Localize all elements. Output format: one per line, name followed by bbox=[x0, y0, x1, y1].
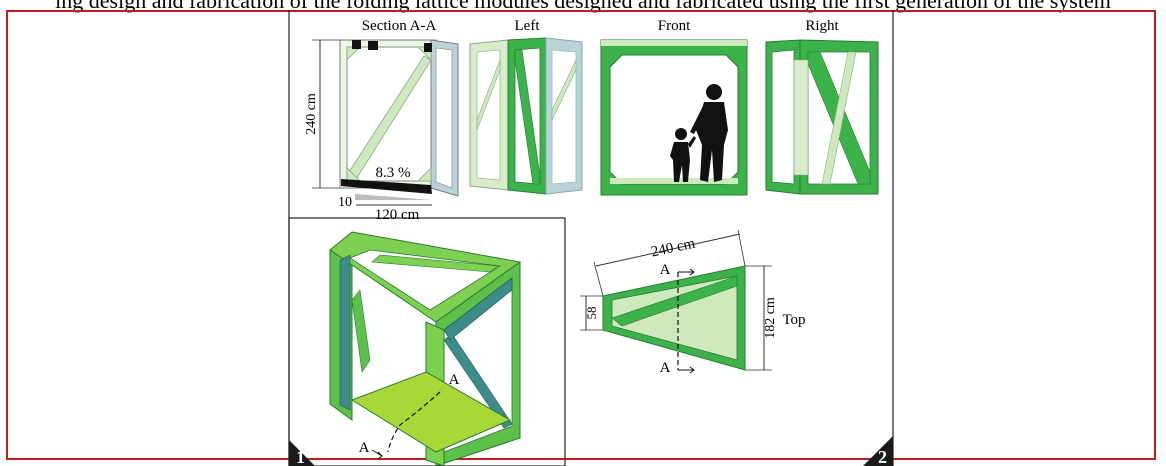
iso-marker-a1: A bbox=[449, 372, 460, 388]
iso-marker-a2: A bbox=[359, 440, 370, 456]
section-title: Section A-A bbox=[362, 18, 437, 34]
top-marker-a4: A bbox=[660, 360, 671, 376]
top-marker-a3: A bbox=[660, 262, 671, 278]
section-view: Section A-A 8.3 % 240 cm 10 120 cm bbox=[304, 18, 459, 223]
top-title: Top bbox=[782, 312, 805, 328]
offset-label: 10 bbox=[338, 195, 352, 210]
top-view: A A 240 cm 58 182 cm Top bbox=[580, 229, 806, 376]
badge-two-label: 2 bbox=[878, 447, 887, 466]
slope-label: 8.3 % bbox=[376, 165, 411, 181]
figure-frame bbox=[6, 10, 1156, 460]
right-title: Right bbox=[805, 18, 839, 34]
right-view: Right bbox=[765, 18, 879, 195]
badge-one: 1 bbox=[289, 440, 315, 466]
header-cut-text: ing design and fabrication of the foldin… bbox=[55, 0, 1111, 13]
left-title: Left bbox=[515, 18, 541, 34]
isometric-box bbox=[288, 217, 566, 466]
adult-silhouette bbox=[690, 84, 728, 182]
child-silhouette bbox=[670, 128, 696, 182]
top-width-label: 240 cm bbox=[650, 236, 697, 261]
left-view: Left bbox=[469, 18, 583, 195]
header-bar: ing design and fabrication of the foldin… bbox=[0, 0, 1166, 13]
height-label: 240 cm bbox=[304, 93, 319, 135]
top-wide-label: 182 cm bbox=[763, 297, 778, 339]
top-narrow-label: 58 bbox=[584, 307, 599, 320]
depth-label: 120 cm bbox=[375, 207, 420, 223]
badge-two: 2 bbox=[863, 436, 893, 466]
front-title: Front bbox=[658, 18, 691, 34]
badge-one-label: 1 bbox=[296, 447, 305, 466]
isometric-view: A A bbox=[329, 231, 522, 466]
front-view: Front bbox=[600, 18, 748, 196]
